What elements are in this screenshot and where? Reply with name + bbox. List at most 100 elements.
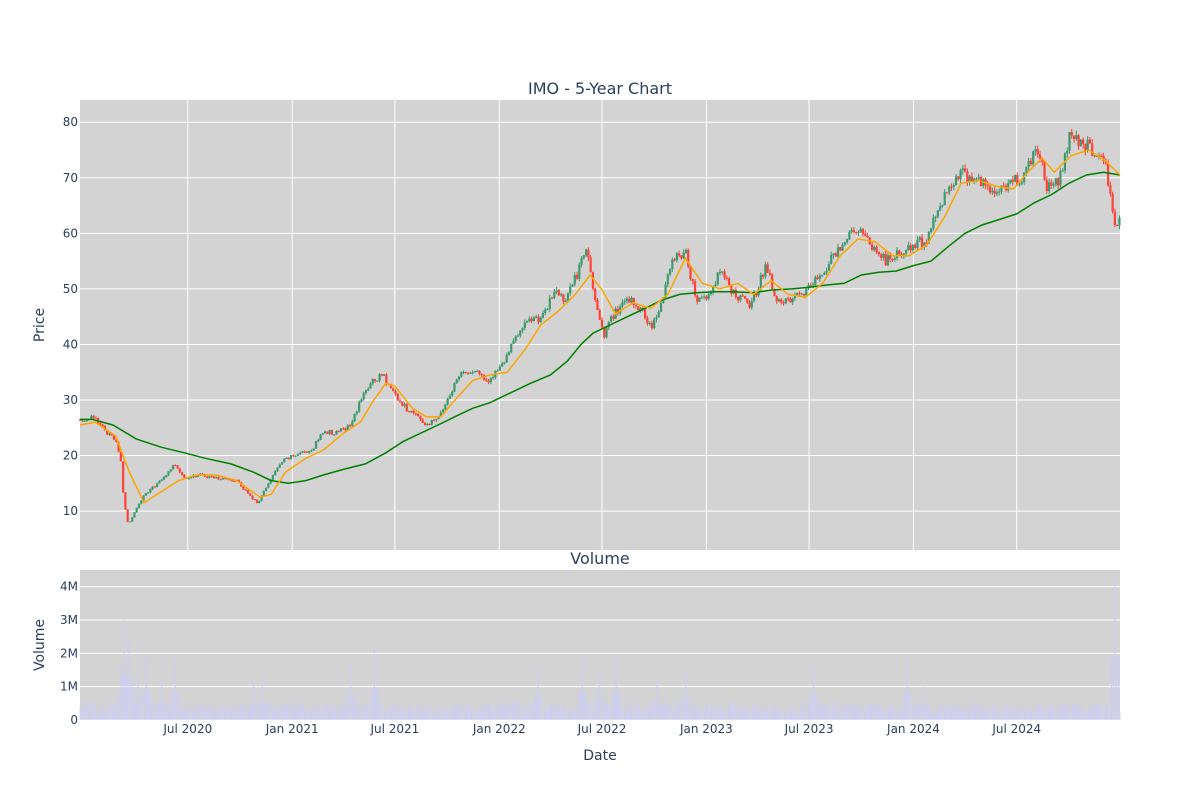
volume-bar — [591, 712, 593, 720]
candle-body — [553, 292, 556, 298]
candle-body — [968, 176, 971, 182]
volume-bar — [154, 702, 156, 720]
volume-bar — [263, 702, 265, 720]
volume-bar — [300, 702, 302, 720]
volume-bar — [156, 706, 158, 720]
volume-bar — [309, 712, 311, 720]
price-y-ticks: 10 20 30 40 50 60 70 80 — [63, 115, 78, 518]
candle-body — [326, 431, 329, 434]
volume-bar — [115, 712, 117, 720]
volume-bar — [341, 712, 343, 720]
candle-body — [283, 458, 286, 463]
volume-bar — [140, 702, 142, 720]
candle-body — [548, 297, 551, 309]
candle-body — [251, 495, 254, 500]
volume-bar — [367, 704, 369, 720]
candle-body — [950, 186, 953, 188]
candle-body — [966, 171, 969, 182]
volume-bar — [990, 711, 992, 720]
volume-bar — [569, 713, 571, 720]
volume-bar — [942, 702, 944, 720]
candle-body — [149, 489, 152, 493]
price-chart-title: IMO - 5-Year Chart — [528, 79, 672, 98]
volume-bar — [292, 706, 294, 720]
candle-body — [430, 420, 433, 425]
volume-bar — [1046, 711, 1048, 720]
candle-body — [532, 317, 536, 322]
candle-body — [501, 363, 504, 367]
candle-body — [791, 298, 794, 303]
volume-bar — [583, 691, 585, 720]
volume-bar — [455, 704, 457, 720]
candle-body — [162, 476, 166, 480]
candle-body — [421, 419, 424, 423]
volume-bar — [225, 708, 227, 720]
candle-body — [301, 451, 304, 453]
volume-bar — [901, 712, 903, 720]
volume-bar — [433, 712, 435, 720]
candle-body — [403, 404, 406, 406]
candle-body — [639, 307, 642, 311]
volume-bar — [605, 703, 607, 720]
volume-bar — [964, 709, 966, 720]
candle-body — [457, 376, 461, 380]
candle-body — [918, 237, 921, 241]
volume-bar — [865, 709, 867, 720]
x-tick-label: Jul 2023 — [784, 722, 834, 736]
volume-bar — [111, 703, 113, 720]
volume-bar — [893, 709, 895, 720]
volume-bar — [464, 704, 466, 720]
volume-bar — [779, 710, 781, 720]
volume-bar — [93, 712, 95, 720]
candle-body — [122, 461, 125, 493]
candle-body — [907, 245, 910, 251]
candle-body — [115, 439, 118, 443]
volume-bar — [889, 705, 891, 720]
candle-body — [564, 301, 567, 303]
volume-bar — [278, 708, 280, 720]
volume-bar — [687, 699, 689, 720]
volume-bar — [120, 663, 122, 720]
volume-bar — [651, 710, 653, 720]
volume-bar — [331, 705, 333, 720]
candle-body — [764, 264, 767, 277]
volume-bar — [176, 691, 178, 720]
volume-bar — [888, 708, 890, 720]
candle-body — [528, 318, 531, 321]
candle-body — [773, 288, 776, 297]
volume-bar — [770, 706, 772, 720]
volume-bar — [185, 707, 187, 720]
candle-body — [716, 272, 719, 285]
candle-body — [160, 479, 163, 481]
volume-bar — [544, 709, 546, 720]
candle-body — [221, 478, 225, 480]
candle-body — [687, 249, 690, 267]
volume-bar — [110, 702, 112, 720]
candle-body — [934, 216, 937, 218]
volume-bar — [479, 710, 481, 720]
candle-body — [519, 330, 522, 336]
x-tick-label: Jan 2023 — [679, 722, 733, 736]
volume-bar — [534, 696, 535, 720]
volume-bar — [780, 712, 782, 720]
candle-body — [811, 284, 815, 286]
volume-bar — [399, 703, 401, 720]
volume-bar — [608, 703, 610, 720]
volume-bar — [797, 709, 799, 720]
candle-body — [523, 322, 526, 328]
candle-body — [230, 480, 234, 482]
volume-bar — [719, 711, 721, 720]
candle-body — [957, 176, 960, 180]
volume-bar — [391, 704, 392, 720]
volume-bar — [716, 707, 718, 720]
volume-bar — [363, 711, 365, 720]
candle-body — [317, 440, 320, 442]
volume-bar — [522, 704, 524, 720]
candle-body — [212, 476, 216, 479]
volume-bar — [256, 703, 258, 720]
candle-body — [914, 244, 917, 248]
volume-bar — [636, 704, 638, 720]
volume-bar — [481, 705, 483, 720]
candle-body — [339, 428, 343, 432]
candle-body — [412, 410, 415, 414]
